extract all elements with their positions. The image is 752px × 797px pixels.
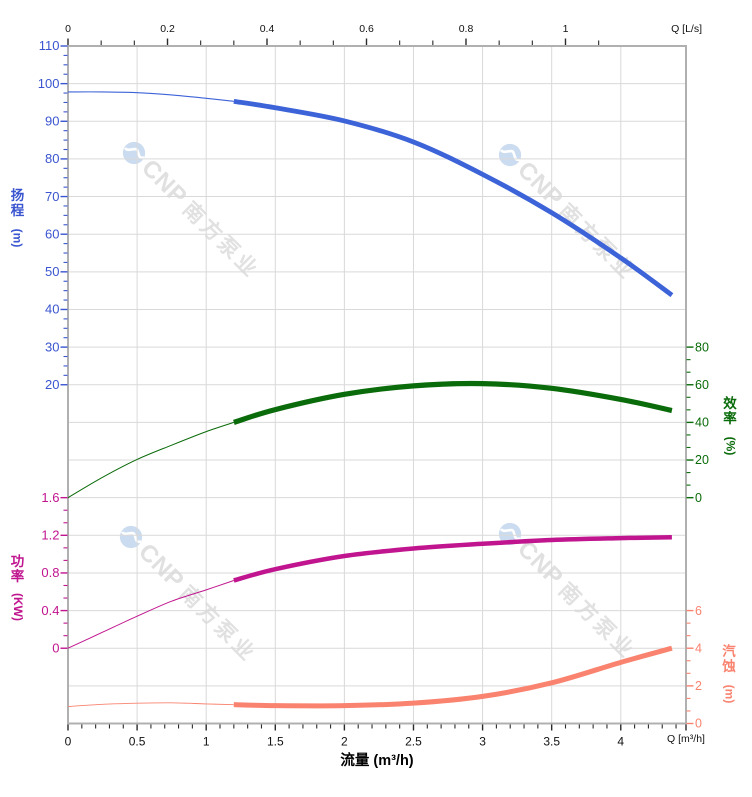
bottom-axis-tick-label: 4 (617, 735, 624, 749)
head-axis-unit-box: (m) (8, 223, 27, 252)
power-axis-ticks: 1.6 1.2 0.8 0.4 0 (41, 490, 68, 655)
power-curve (233, 534, 672, 583)
head-axis-tick-label: 90 (45, 113, 59, 128)
cnp-globe-logo (498, 522, 521, 546)
efficiency-axis-title: 效率 (%) (717, 396, 743, 460)
head-axis-title-char: 扬 (10, 188, 25, 203)
head-axis-tick-label: 100 (38, 76, 60, 91)
bottom-axis-ticks: 0 0.5 1 1.5 2 2.5 3 3.5 4 (65, 724, 687, 749)
head-axis-unit: (m) (10, 228, 25, 247)
head-curve-thin (67, 91, 234, 102)
efficiency-axis-tick-label: 80 (695, 340, 709, 354)
power-axis-tick-label: 0.8 (41, 565, 59, 580)
top-axis-tick-label: 1 (563, 23, 569, 35)
power-axis-tick-label: 0.4 (41, 603, 59, 618)
top-axis-tick-label: 0.2 (160, 23, 175, 35)
npsh-axis-unit: (m) (721, 684, 736, 703)
logo-swoosh (499, 528, 520, 541)
efficiency-axis-tick-label: 0 (695, 491, 702, 505)
head-axis-tick-label: 30 (45, 339, 59, 354)
head-axis-ticks: 110 100 90 80 70 60 50 40 30 20 (38, 38, 68, 392)
power-axis-unit: (KW) (10, 593, 25, 621)
plot-border (67, 45, 687, 725)
efficiency-axis-ticks: 80 60 40 20 0 (686, 340, 709, 505)
npsh-axis-tick-label: 4 (695, 641, 702, 655)
power-axis-unit-box: (KW) (4, 589, 32, 625)
efficiency-axis-title-char: 率 (723, 411, 737, 426)
efficiency-axis-tick-label: 40 (695, 416, 709, 430)
npsh-curve-thin (67, 702, 234, 708)
efficiency-axis-tick-label: 60 (695, 378, 709, 392)
bottom-axis-tick-label: 1 (203, 735, 210, 749)
top-axis-tick-label: 0 (65, 23, 71, 35)
bottom-axis-tick-label: 2 (341, 735, 348, 749)
power-axis-title-char: 功 (10, 554, 25, 569)
efficiency-axis-unit: (%) (722, 436, 737, 455)
head-axis-tick-label: 40 (45, 302, 59, 317)
power-axis-tick-label: 1.2 (41, 528, 59, 543)
power-axis-tick-label: 1.6 (41, 490, 59, 505)
bottom-axis-corner-label: Q [m³/h] (667, 733, 705, 745)
efficiency-curve (233, 380, 673, 425)
npsh-axis-unit-box: (m) (720, 679, 739, 708)
efficiency-axis-unit-box: (%) (721, 431, 740, 460)
curves (67, 91, 674, 709)
npsh-axis-tick-label: 2 (695, 679, 702, 693)
head-curve (233, 98, 674, 298)
head-axis-tick-label: 70 (45, 189, 59, 204)
cnp-watermark: CNP 南方泵业 (493, 517, 640, 664)
head-axis-tick-label: 20 (45, 377, 59, 392)
efficiency-axis-title-char: 效 (723, 396, 737, 411)
npsh-axis-tick-label: 0 (695, 717, 702, 731)
head-axis-title-char: 程 (10, 203, 25, 218)
bottom-axis-tick-label: 0 (65, 735, 72, 749)
logo-globe-circle (119, 525, 143, 549)
logo-globe-circle (498, 522, 521, 546)
head-axis-tick-label: 50 (45, 264, 59, 279)
logo-globe-circle (498, 143, 521, 167)
npsh-axis-title-char: 蚀 (722, 659, 736, 674)
top-axis-tick-label: 0.4 (260, 23, 275, 35)
head-axis-tick-label: 60 (45, 226, 59, 241)
efficiency-axis-tick-label: 20 (695, 453, 709, 467)
gridlines (68, 46, 686, 724)
flow-axis-title: 流量 (m³/h) (340, 753, 414, 769)
npsh-axis-title-char: 汽 (722, 644, 736, 659)
npsh-axis-ticks: 6 4 2 0 (686, 604, 702, 731)
bottom-axis-tick-label: 3 (479, 735, 486, 749)
head-axis-title: 扬程 (m) (5, 188, 30, 252)
bottom-axis-tick-label: 2.5 (405, 735, 422, 749)
top-axis-ticks: 0 0.2 0.4 0.6 0.8 1 (65, 23, 600, 45)
head-axis-tick-label: 110 (39, 38, 60, 53)
top-axis-tick-label: 0.6 (359, 23, 374, 35)
bottom-axis-tick-label: 1.5 (267, 735, 284, 749)
bottom-axis-tick-label: 3.5 (543, 735, 560, 749)
power-axis-title: 功率 (KW) (5, 554, 30, 625)
bottom-axis-tick-label: 0.5 (129, 735, 146, 749)
power-axis-tick-label: 0 (52, 640, 59, 655)
npsh-axis-title: 汽蚀 (m) (716, 644, 742, 708)
efficiency-curve-thin (67, 421, 234, 499)
top-axis-corner-label: Q [L/s] (671, 23, 702, 35)
power-curve-thin (67, 579, 234, 649)
npsh-curve (233, 645, 673, 709)
head-axis-tick-label: 80 (45, 151, 59, 166)
npsh-axis-tick-label: 6 (695, 604, 702, 618)
top-axis-tick-label: 0.8 (459, 23, 474, 35)
power-axis-title-char: 率 (10, 569, 25, 584)
